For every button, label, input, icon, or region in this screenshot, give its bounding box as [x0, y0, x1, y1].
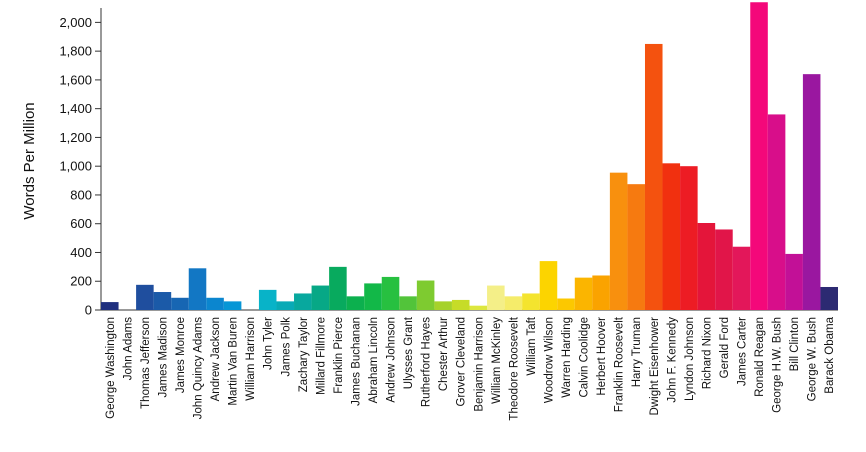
x-category-label: William Taft — [526, 316, 538, 375]
x-category-label: Ulysses Grant — [403, 316, 415, 389]
bar — [434, 301, 452, 310]
x-category-label: Richard Nixon — [701, 317, 713, 389]
bars — [101, 2, 838, 311]
y-tick-label: 600 — [70, 216, 92, 231]
bar — [680, 166, 698, 310]
bar — [364, 283, 382, 310]
x-category-label: George H.W. Bush — [772, 317, 784, 413]
y-tick-label: 200 — [70, 274, 92, 289]
bar — [294, 293, 312, 310]
bar — [258, 289, 277, 310]
bar — [171, 297, 189, 310]
x-category-label: Thomas Jefferson — [140, 317, 152, 409]
x-category-label: Dwight Eisenhower — [649, 317, 661, 416]
x-category-label: James Madison — [157, 317, 169, 398]
x-category-label: Andrew Jackson — [210, 317, 222, 401]
x-category-label: Grover Cleveland — [456, 317, 468, 406]
y-tick-label: 1,400 — [59, 101, 92, 116]
bar — [644, 43, 663, 310]
x-category-label: Andrew Johnson — [386, 317, 398, 403]
bar — [346, 296, 365, 310]
x-category-label: Millard Fillmore — [315, 317, 327, 395]
bar — [767, 114, 786, 310]
x-category-label: Herbert Hoover — [596, 317, 608, 396]
bar — [469, 305, 488, 310]
bar — [381, 276, 400, 310]
bar — [206, 297, 224, 310]
bar — [662, 163, 681, 310]
y-tick-label: 1,000 — [59, 159, 92, 174]
bar — [311, 285, 330, 310]
x-category-label: George W. Bush — [807, 317, 819, 401]
x-category-label: George Washington — [105, 317, 117, 419]
bar — [557, 298, 575, 310]
y-tick-label: 2,000 — [59, 15, 92, 30]
x-category-label: Zachary Taylor — [298, 317, 310, 392]
x-category-label: William McKinley — [491, 317, 503, 404]
y-axis-title: Words Per Million — [21, 102, 38, 219]
bar — [592, 275, 610, 310]
y-tick-label: 800 — [70, 187, 92, 202]
x-category-label: Gerald Ford — [719, 317, 731, 378]
x-category-label: Theodore Roosevelt — [508, 316, 520, 420]
x-category-label: John Tyler — [263, 317, 275, 370]
bar — [820, 286, 838, 310]
category-labels: George Washington John Adams Thomas Jeffer… — [105, 316, 836, 420]
x-category-label: Benjamin Harrison — [473, 317, 485, 412]
x-category-label: John Adams — [122, 317, 134, 381]
x-category-label: Franklin Pierce — [333, 317, 345, 394]
x-category-label: Rutherford Hayes — [421, 317, 433, 407]
x-category-label: John Quincy Adams — [193, 317, 205, 420]
bar — [451, 299, 470, 310]
bar — [329, 266, 347, 310]
bar — [539, 261, 558, 310]
y-tick-label: 1,200 — [59, 130, 92, 145]
y-tick-label: 1,800 — [59, 44, 92, 59]
y-tick-label: 400 — [70, 245, 92, 260]
bar — [750, 2, 768, 310]
bar — [487, 285, 505, 310]
x-category-label: John F. Kennedy — [666, 317, 678, 403]
bar — [802, 74, 821, 311]
bar — [609, 172, 628, 310]
bar — [522, 293, 540, 310]
x-category-label: Franklin Roosevelt — [614, 316, 626, 412]
x-category-label: Calvin Coolidge — [579, 317, 591, 398]
x-category-label: William Harrison — [245, 317, 257, 401]
bar — [153, 292, 172, 310]
bar — [223, 301, 242, 310]
x-category-label: Lyndon Johnson — [684, 317, 696, 401]
x-category-label: Martin Van Buren — [228, 317, 240, 406]
x-category-label: Warren Harding — [561, 317, 573, 398]
bar — [276, 301, 295, 310]
x-category-label: James Carter — [736, 317, 748, 386]
x-category-label: James Polk — [280, 317, 292, 377]
bar — [785, 253, 803, 310]
bar — [697, 223, 716, 310]
bar — [416, 280, 435, 310]
bar — [101, 302, 119, 310]
bar — [715, 229, 733, 310]
x-category-label: Bill Clinton — [789, 317, 801, 371]
bar — [399, 296, 417, 310]
x-category-label: Woodrow Wilson — [543, 317, 555, 403]
y-tick-label: 1,600 — [59, 72, 92, 87]
x-category-label: Chester Arthur — [438, 317, 450, 391]
x-category-label: Abraham Lincoln — [368, 317, 380, 403]
x-category-label: Barack Obama — [824, 316, 836, 393]
bar — [627, 184, 645, 310]
bar — [574, 277, 593, 310]
x-category-label: Harry Truman — [631, 317, 643, 387]
bar — [504, 296, 523, 310]
bar — [188, 268, 207, 310]
x-category-label: James Monroe — [175, 317, 187, 393]
bar — [136, 284, 154, 310]
bar — [732, 246, 751, 310]
x-category-label: James Buchanan — [350, 317, 362, 406]
y-tick-label: 0 — [85, 303, 92, 318]
x-category-label: Ronald Reagan — [754, 317, 766, 397]
